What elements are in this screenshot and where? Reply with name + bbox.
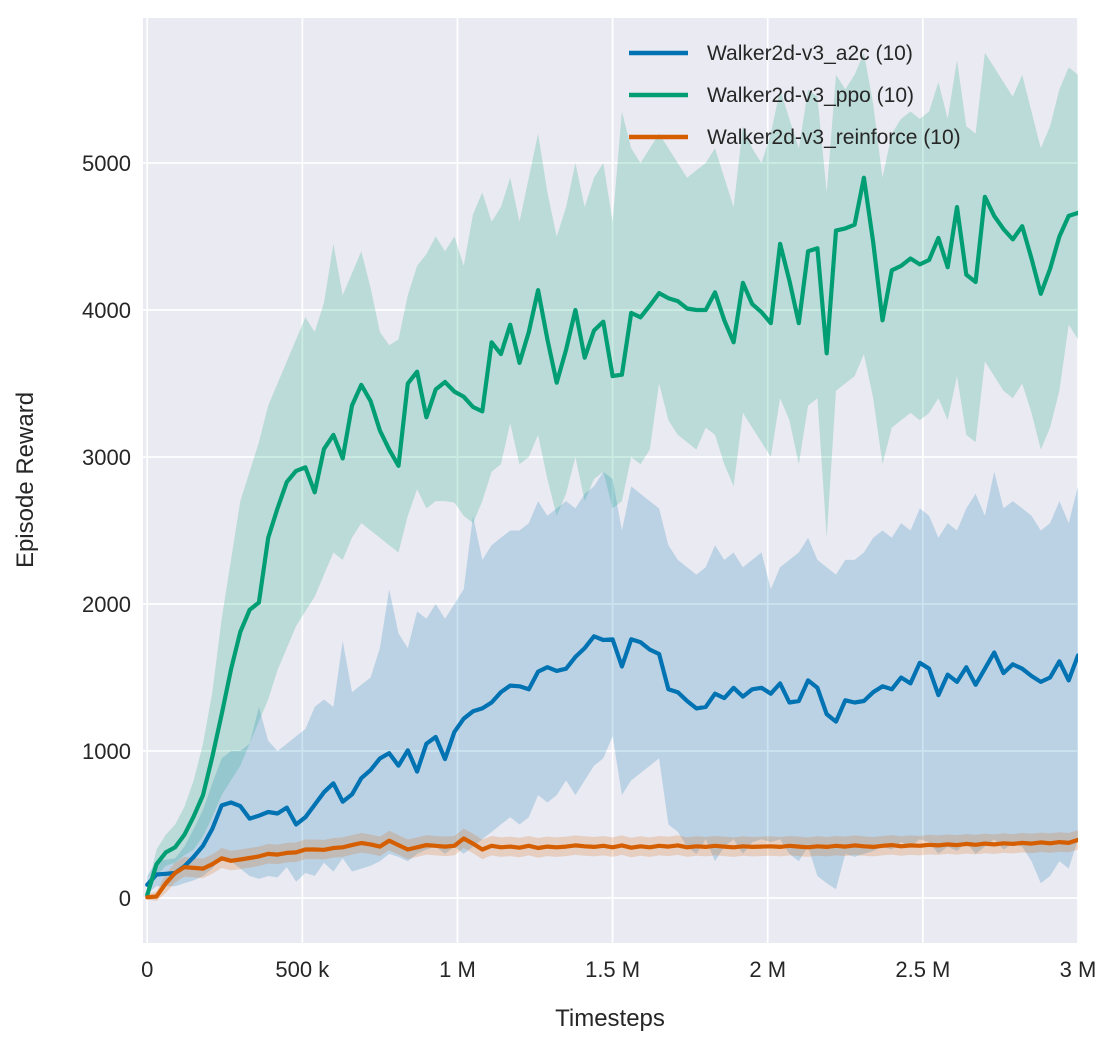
- y-tick-label: 4000: [82, 298, 131, 323]
- y-tick-label: 0: [119, 886, 131, 911]
- x-tick-label: 3 M: [1060, 957, 1097, 982]
- line-Walker2d-v3_reinforce (10): [145, 836, 1078, 900]
- legend: Walker2d-v3_a2c (10) Walker2d-v3_ppo (10…: [629, 42, 961, 149]
- x-axis-label: Timesteps: [555, 1005, 665, 1032]
- legend-entry-ppo: Walker2d-v3_ppo (10): [629, 84, 914, 107]
- y-tick-label: 5000: [82, 151, 131, 176]
- x-tick-label: 1 M: [439, 957, 476, 982]
- y-tick-labels: 0 1000 2000 3000 4000 5000: [82, 151, 131, 911]
- legend-label-ppo: Walker2d-v3_ppo (10): [707, 84, 914, 107]
- line-Walker2d-v3_ppo (10): [145, 175, 1078, 898]
- x-tick-label: 2.5 M: [895, 957, 950, 982]
- y-tick-label: 1000: [82, 739, 131, 764]
- legend-entry-a2c: Walker2d-v3_a2c (10): [629, 42, 913, 65]
- y-tick-label: 3000: [82, 445, 131, 470]
- legend-label-reinforce: Walker2d-v3_reinforce (10): [707, 126, 961, 149]
- y-tick-label: 2000: [82, 592, 131, 617]
- band-Walker2d-v3_a2c (10): [147, 471, 1078, 894]
- y-axis-label: Episode Reward: [12, 392, 39, 568]
- x-tick-label: 2 M: [749, 957, 786, 982]
- legend-label-a2c: Walker2d-v3_a2c (10): [707, 42, 913, 65]
- gridlines: [143, 18, 1079, 943]
- x-tick-label: 1.5 M: [585, 957, 640, 982]
- x-tick-label: 0: [141, 957, 153, 982]
- x-tick-label: 500 k: [275, 957, 330, 982]
- legend-entry-reinforce: Walker2d-v3_reinforce (10): [629, 126, 961, 149]
- x-tick-labels: 0 500 k 1 M 1.5 M 2 M 2.5 M 3 M: [141, 957, 1096, 982]
- series-lines: [145, 175, 1078, 900]
- line-Walker2d-v3_a2c (10): [145, 634, 1078, 887]
- band-Walker2d-v3_ppo (10): [147, 52, 1078, 898]
